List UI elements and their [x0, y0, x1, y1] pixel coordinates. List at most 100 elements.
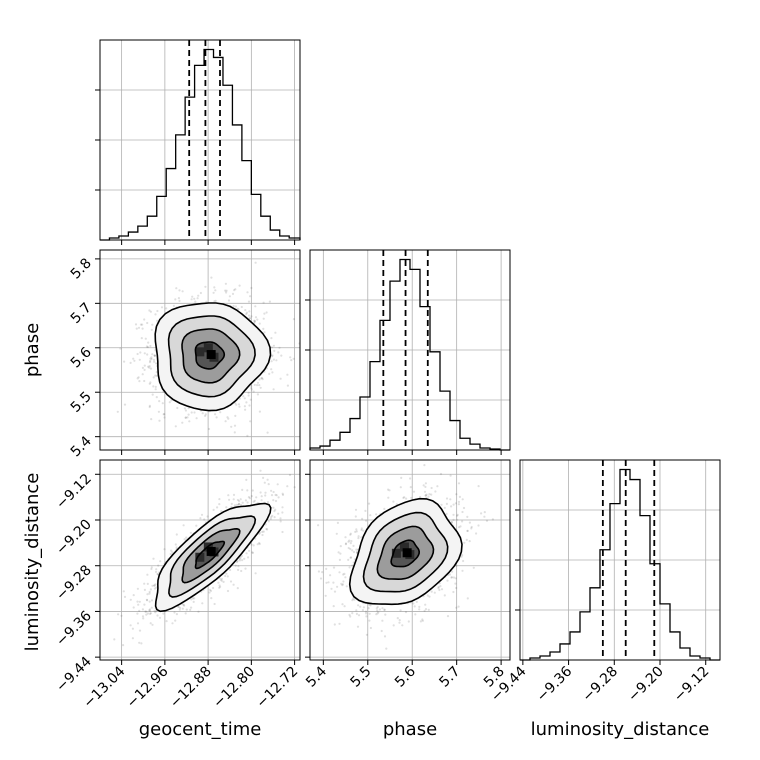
- sample-point: [419, 620, 422, 623]
- sample-point: [307, 619, 309, 621]
- sample-point: [141, 327, 144, 330]
- sample-point: [359, 605, 362, 608]
- sample-point: [181, 421, 184, 424]
- sample-point: [154, 570, 158, 574]
- sample-point: [245, 478, 248, 481]
- sample-point: [148, 366, 151, 369]
- sample-point: [116, 410, 119, 413]
- sample-point: [325, 581, 328, 584]
- sample-point: [182, 603, 185, 607]
- sample-point: [276, 483, 279, 486]
- sample-point: [228, 498, 231, 501]
- sample-point: [129, 598, 132, 601]
- sample-point: [158, 400, 161, 403]
- sample-point: [145, 598, 148, 601]
- sample-point: [153, 610, 156, 613]
- sample-point: [168, 401, 171, 404]
- sample-point: [236, 559, 239, 563]
- sample-point: [241, 501, 244, 504]
- sample-point: [333, 623, 336, 626]
- sample-point: [452, 590, 455, 594]
- sample-point: [485, 519, 489, 522]
- sample-point: [399, 609, 402, 612]
- sample-point: [256, 381, 260, 384]
- sample-point: [455, 564, 458, 568]
- sample-point: [281, 530, 284, 534]
- sample-point: [256, 543, 259, 546]
- sample-point: [137, 603, 140, 606]
- sample-point: [458, 526, 461, 529]
- sample-point: [365, 615, 368, 618]
- sample-point: [256, 384, 259, 387]
- sample-point: [157, 410, 160, 413]
- sample-point: [259, 491, 262, 494]
- sample-point: [278, 346, 281, 349]
- sample-point: [376, 609, 379, 612]
- sample-point: [119, 347, 122, 350]
- sample-point: [405, 497, 408, 500]
- sample-point: [352, 544, 355, 548]
- sample-point: [250, 315, 253, 318]
- sample-point: [349, 533, 352, 536]
- sample-point: [449, 474, 452, 477]
- sample-point: [277, 512, 280, 515]
- sample-point: [190, 606, 193, 609]
- sample-point: [387, 488, 390, 491]
- sample-point: [213, 602, 216, 606]
- sample-point: [250, 386, 253, 390]
- sample-point: [247, 496, 250, 499]
- sample-point: [233, 504, 236, 507]
- sample-point: [270, 360, 273, 363]
- sample-point: [153, 354, 156, 357]
- sample-point: [250, 543, 253, 546]
- sample-point: [214, 299, 217, 302]
- sample-point: [232, 493, 236, 496]
- sample-point: [150, 357, 153, 361]
- density-core-block: [195, 552, 205, 562]
- sample-point: [260, 377, 263, 380]
- sample-point: [466, 597, 469, 600]
- sample-point: [253, 320, 256, 323]
- sample-point: [150, 567, 153, 571]
- sample-point: [170, 399, 173, 402]
- sample-point: [238, 503, 241, 506]
- sample-point: [251, 551, 254, 554]
- sample-point: [470, 527, 473, 530]
- sample-point: [212, 586, 215, 590]
- sample-point: [455, 586, 458, 590]
- sample-point: [355, 548, 358, 551]
- sample-point: [230, 425, 233, 428]
- sample-point: [252, 390, 255, 393]
- sample-point: [424, 494, 427, 497]
- contour-line-0: [154, 502, 272, 613]
- sample-point: [228, 295, 231, 298]
- sample-point: [277, 496, 280, 499]
- sample-point: [133, 359, 136, 362]
- sample-point: [160, 306, 164, 309]
- sample-point: [263, 312, 266, 315]
- sample-point: [169, 552, 172, 556]
- sample-point: [333, 590, 337, 593]
- sample-point: [434, 490, 437, 493]
- sample-point: [149, 344, 152, 348]
- sample-point: [123, 360, 126, 363]
- sample-point: [227, 417, 230, 420]
- sample-point: [355, 551, 359, 554]
- y-tick-label-phase-2: 5.6: [68, 344, 95, 371]
- sample-point: [213, 286, 216, 289]
- sample-point: [187, 413, 190, 416]
- sample-point: [156, 309, 159, 313]
- sample-point: [123, 595, 127, 599]
- sample-point: [237, 502, 241, 505]
- sample-point: [400, 476, 403, 479]
- sample-point: [248, 549, 251, 552]
- density-panel-phase-luminosity_distance: 5.4 5.5 5.6 5.7 5.8: [303, 459, 511, 691]
- sample-point: [352, 550, 356, 554]
- sample-point: [341, 584, 344, 587]
- sample-point: [153, 584, 156, 587]
- sample-point: [175, 287, 178, 290]
- sample-point: [387, 496, 390, 499]
- sample-point: [189, 608, 192, 612]
- sample-point: [272, 358, 275, 361]
- sample-point: [136, 612, 139, 615]
